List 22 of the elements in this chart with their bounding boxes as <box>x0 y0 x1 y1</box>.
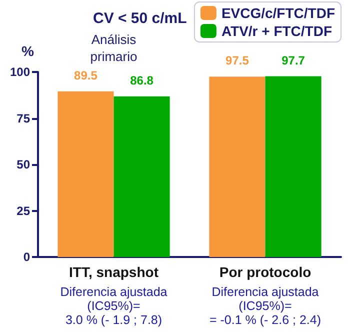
data-label: 97.5 <box>226 54 250 68</box>
data-label: 89.5 <box>74 68 98 82</box>
y-tick-label: 50 <box>16 158 30 172</box>
y-tick-label: 0 <box>23 250 30 264</box>
y-tick-label: 100 <box>10 65 30 79</box>
legend-label: EVCG/c/FTC/TDF <box>221 5 336 21</box>
y-tick-label: 25 <box>16 204 30 218</box>
bar <box>114 96 170 257</box>
x-tick-label: Por protocolo <box>219 264 312 280</box>
y-axis-title: % <box>22 43 35 59</box>
legend-label: ATV/r + FTC/TDF <box>221 23 332 39</box>
x-tick-label: ITT, snapshot <box>69 264 159 280</box>
data-label: 86.8 <box>130 73 154 88</box>
bar <box>265 76 322 257</box>
data-label: 97.7 <box>282 53 306 68</box>
text: Análisis primario <box>90 32 138 64</box>
chart-title: CV < 50 c/mL <box>93 10 187 27</box>
text: Diferencia ajustada (IC95%)= = -0.1 % (- 2.6 ; 2.4) <box>209 285 322 327</box>
y-tick-label: 75 <box>16 111 30 126</box>
bar <box>209 76 266 257</box>
bar <box>58 91 114 257</box>
text: Diferencia ajustada (IC95%)= 3.0 % (- 1.9 ; 7.8) <box>60 285 168 327</box>
